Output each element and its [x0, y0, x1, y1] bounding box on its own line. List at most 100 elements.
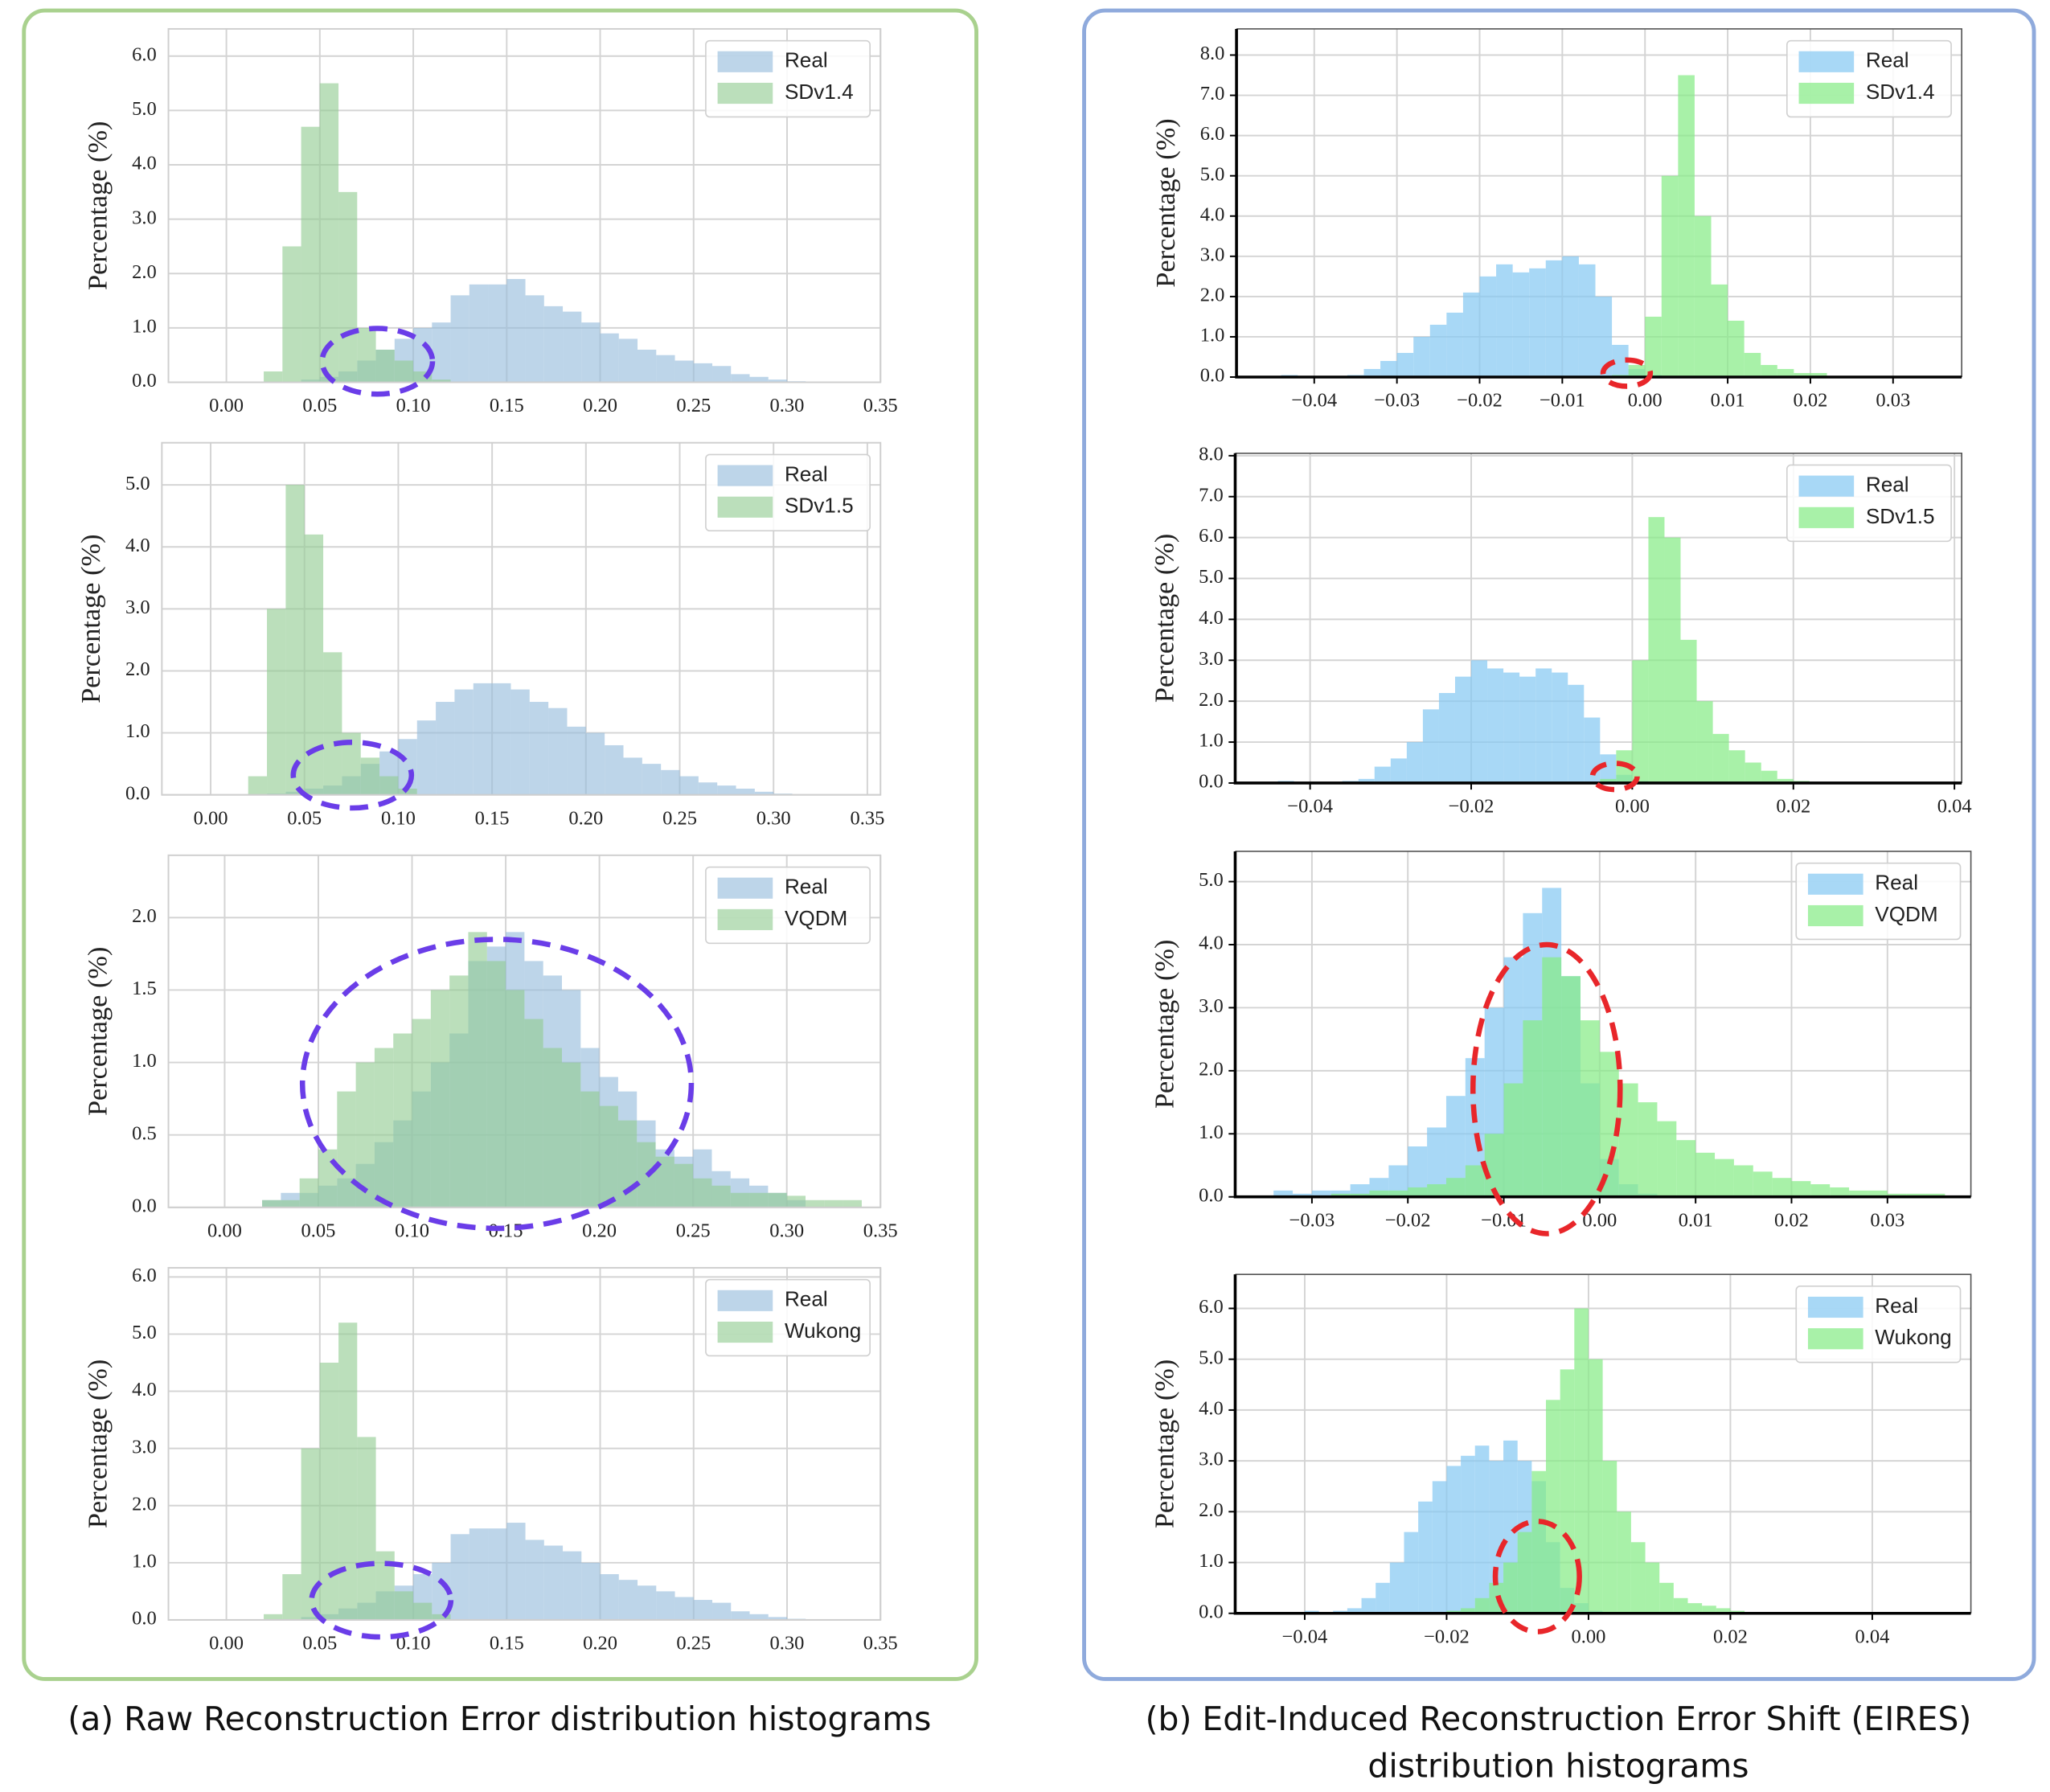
histogram-chart: 0.01.02.03.04.05.06.00.00 0.05 0.10 0.15 0.2…: [82, 1265, 897, 1655]
histogram-bar: [318, 1149, 338, 1208]
plot-frame: [167, 854, 882, 1208]
histogram-bar: [1761, 770, 1777, 783]
histogram-bar: [585, 732, 605, 795]
histogram-bar: [638, 1585, 657, 1620]
histogram-bar: [436, 702, 455, 795]
histogram-bar: [1347, 1608, 1362, 1614]
x-tick-label: 0.30: [770, 1633, 805, 1655]
histogram-bar: [450, 1534, 469, 1620]
axis-spine: [1233, 1274, 1971, 1615]
histogram-bar: [693, 363, 713, 383]
x-tick-label: 0.25: [662, 807, 697, 829]
histogram-bar: [581, 1562, 601, 1620]
histogram-bar: [1794, 372, 1810, 378]
histogram-bar: [1388, 1190, 1408, 1197]
x-tick-label: 0.25: [676, 1220, 711, 1241]
x-tick-label: −0.01: [1540, 390, 1585, 412]
histogram-bar: [282, 246, 301, 383]
y-tick-label: 7.0: [1200, 83, 1225, 105]
y-tick-label: 2.0: [1199, 689, 1224, 711]
x-tick-label: −0.03: [1289, 1209, 1335, 1231]
legend-swatch: [717, 1290, 773, 1311]
histogram-bar: [1638, 1102, 1658, 1197]
histogram-bar: [674, 360, 694, 383]
histogram-bar: [1422, 709, 1439, 783]
axis-spine: [1233, 453, 1962, 785]
histogram-bar: [1561, 976, 1581, 1197]
histogram-chart: 0.01.02.03.04.05.06.00.00 0.05 0.10 0.15 0.2…: [82, 27, 898, 416]
y-tick-label: 6.0: [1199, 525, 1224, 547]
histogram-bar: [262, 1199, 281, 1208]
x-tick-label: 0.02: [1774, 1209, 1809, 1231]
histogram-bar: [319, 83, 339, 383]
x-tick-label: 0.05: [302, 1633, 337, 1655]
histogram-bar: [562, 1062, 581, 1208]
histogram-bar: [1503, 1562, 1518, 1614]
bars: [264, 83, 806, 383]
histogram-bar: [736, 788, 755, 795]
histogram-bar: [1588, 1359, 1603, 1614]
caption: distribution histograms: [1367, 1747, 1749, 1786]
histogram-bar: [1529, 268, 1546, 378]
x-tick-label: 0.02: [1793, 390, 1827, 412]
legend-label: Real: [785, 875, 828, 899]
charts: 0.0 1.0 2.0 3.0 4.0 5.0 6.0 0.00 0.05 0.10 0.15 0.2…: [76, 27, 1972, 1655]
histogram-bar: [1630, 1542, 1646, 1614]
histogram-bar: [1396, 352, 1414, 378]
histogram-bar: [1645, 316, 1662, 378]
histogram-bar: [563, 1551, 582, 1620]
histogram-bar: [1887, 1193, 1907, 1197]
bars: [262, 932, 862, 1208]
histogram-bar: [1474, 1445, 1490, 1614]
y-tick-label: 1.5: [132, 978, 157, 999]
histogram-bar: [1761, 364, 1777, 378]
histogram-bar: [301, 1448, 320, 1620]
histogram-bar: [1427, 1127, 1446, 1197]
histogram-bar: [1680, 639, 1697, 783]
y-tick-label: 1.0: [1199, 1550, 1224, 1572]
highlight-ellipse: [1589, 761, 1640, 793]
histogram-bar: [525, 1540, 544, 1620]
histogram-bar: [1542, 957, 1562, 1197]
x-tick-label: 0.00: [209, 1633, 244, 1655]
histogram-bar: [1446, 1466, 1462, 1614]
histogram-bar: [1484, 1134, 1504, 1197]
x-tick-label: 0.03: [1870, 1209, 1904, 1231]
legend-label: Real: [1866, 473, 1909, 497]
histogram-bar: [786, 1195, 806, 1208]
legend-swatch: [1807, 904, 1863, 927]
histogram-bar: [529, 702, 549, 795]
histogram-bar: [432, 1614, 451, 1620]
histogram-bar: [1429, 324, 1447, 378]
legend: Real SDv1.4: [705, 39, 871, 118]
x-tick-label: 0.35: [863, 395, 898, 416]
y-axis-label: Percentage (%): [1149, 534, 1179, 703]
histogram-bar: [506, 1523, 526, 1620]
x-tick-label: −0.04: [1282, 1626, 1328, 1647]
histogram-bar: [717, 785, 736, 795]
legend-label: SDv1.5: [1866, 504, 1935, 528]
histogram-bar: [730, 1192, 750, 1208]
histogram-bar: [806, 1199, 825, 1208]
x-tick-label: 0.10: [396, 395, 431, 416]
x-tick-label: 0.35: [863, 1633, 898, 1655]
histogram-bar: [768, 1192, 787, 1208]
histogram-bar: [661, 769, 680, 795]
x-tick-label: 0.00: [1572, 1626, 1606, 1647]
histogram-bar: [413, 1602, 433, 1620]
histogram-bar: [1664, 537, 1681, 783]
legend-swatch: [717, 1321, 773, 1343]
bars: [1273, 888, 1945, 1197]
histogram-bar: [1519, 676, 1536, 783]
bars: [264, 1322, 806, 1620]
caption: (b) Edit-Induced Reconstruction Error Sh…: [1146, 1700, 1972, 1738]
plot-frame: [1235, 1273, 1972, 1614]
x-tick-label: −0.04: [1287, 796, 1333, 818]
histogram-bar: [1503, 1083, 1523, 1197]
x-tick-label: −0.03: [1374, 390, 1420, 412]
histogram-bar: [548, 707, 568, 795]
histogram-bar: [1545, 1400, 1560, 1614]
histogram-bar: [1673, 1597, 1688, 1614]
histogram-bar: [1728, 750, 1745, 783]
histogram-chart: 0.00.51.01.52.00.00 0.05 0.10 0.15 0.20 0.25 0…: [82, 854, 898, 1241]
